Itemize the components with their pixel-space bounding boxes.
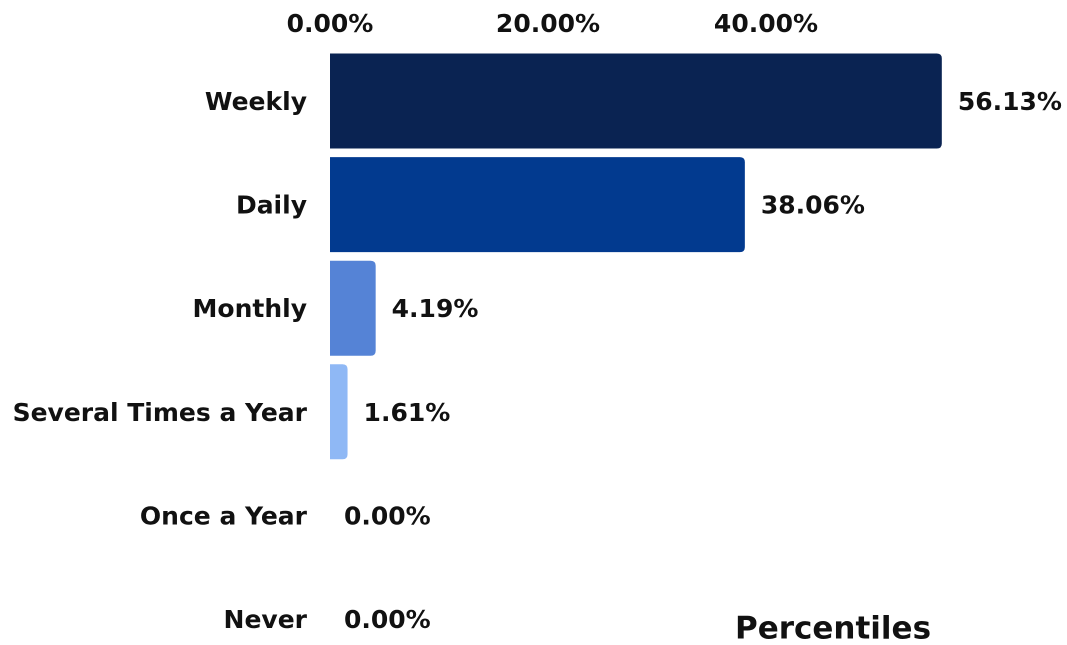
bar [330,53,942,149]
bar [330,260,376,356]
y-tick-label: Monthly [193,294,307,323]
value-label: 38.06% [761,191,865,220]
y-tick-label: Weekly [205,87,307,116]
x-axis-label: Percentiles [735,611,931,645]
y-tick-label: Once a Year [140,501,308,530]
y-tick-label: Daily [236,191,307,220]
value-label: 0.00% [344,605,431,634]
x-tick-label: 0.00% [287,9,374,38]
value-label: 0.00% [344,501,431,530]
y-tick-label: Several Times a Year [13,398,308,427]
value-label: 56.13% [958,87,1062,116]
value-label: 4.19% [392,294,479,323]
y-tick-label: Never [224,605,308,634]
value-label: 1.61% [364,398,451,427]
bar [330,364,348,460]
x-tick-label: 20.00% [496,9,600,38]
x-tick-label: 40.00% [714,9,818,38]
bar [330,157,745,253]
